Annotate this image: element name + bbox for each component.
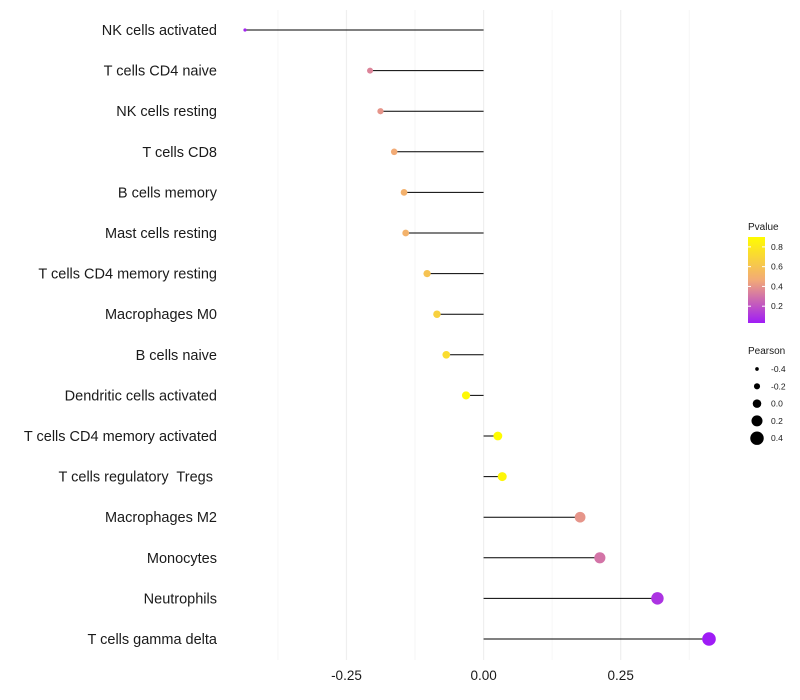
- category-label: Monocytes: [147, 551, 217, 567]
- pearson-legend-label: 0.4: [771, 433, 783, 443]
- lollipop-point: [493, 431, 503, 441]
- pvalue-tick-label: 0.2: [771, 301, 783, 311]
- pearson-legend-dot: [753, 383, 761, 390]
- pearson-legend-entries: -0.4 -0.2 0.0 0.2 0.4: [750, 364, 786, 445]
- pearson-legend: Pearson -0.4 -0.2 0.0 0.2 0.4: [748, 346, 786, 445]
- pearson-legend-label: 0.2: [771, 416, 783, 426]
- lollipop-point: [423, 269, 431, 278]
- category-label: Dendritic cells activated: [65, 388, 217, 404]
- point-layer: [243, 28, 716, 646]
- lollipop-point: [594, 552, 606, 564]
- pearson-legend-title: Pearson: [748, 346, 785, 357]
- x-tick-label: 0.25: [608, 668, 634, 683]
- lollipop-point: [702, 632, 716, 646]
- category-label: T cells CD4 memory activated: [24, 429, 217, 445]
- pearson-legend-dot: [750, 431, 764, 445]
- lollipop-point: [497, 472, 507, 482]
- x-tick-label: 0.00: [470, 668, 496, 683]
- lollipop-point: [651, 592, 664, 605]
- category-label: Macrophages M2: [105, 510, 217, 526]
- category-label: B cells memory: [118, 185, 218, 201]
- pearson-legend-dot: [755, 367, 759, 371]
- pvalue-legend: Pvalue 0.8 0.6 0.4 0.2: [748, 222, 783, 323]
- pearson-legend-label: -0.2: [771, 381, 786, 391]
- pvalue-legend-ticks: 0.8 0.6 0.4 0.2: [748, 242, 783, 311]
- pvalue-tick-label: 0.4: [771, 281, 783, 291]
- lollipop-point: [377, 108, 384, 115]
- lollipop-point: [402, 229, 410, 237]
- pearson-legend-label: 0.0: [771, 399, 783, 409]
- category-label: Neutrophils: [144, 591, 217, 607]
- category-label: B cells naive: [136, 348, 217, 364]
- pearson-legend-dot: [751, 415, 763, 427]
- pearson-legend-dot: [752, 399, 762, 408]
- pvalue-legend-title: Pvalue: [748, 222, 779, 233]
- x-axis-ticks: -0.25 0.00 0.25: [331, 668, 634, 683]
- pvalue-colorbar: [748, 237, 765, 323]
- pvalue-tick-label: 0.6: [771, 262, 783, 272]
- lollipop-point: [461, 391, 471, 400]
- category-label: T cells gamma delta: [88, 632, 218, 648]
- category-label: T cells CD4 naive: [104, 64, 217, 80]
- lollipop-point: [433, 310, 441, 318]
- lollipop-point: [243, 28, 247, 32]
- lollipop-point: [400, 189, 408, 196]
- grid-layer: [277, 10, 690, 660]
- category-label: Mast cells resting: [105, 226, 217, 242]
- category-label: NK cells activated: [102, 23, 217, 39]
- lollipop-point: [367, 67, 374, 74]
- category-label: T cells CD4 memory resting: [38, 267, 217, 283]
- category-labels: NK cells activated T cells CD4 naive NK ce…: [24, 23, 218, 648]
- category-label: T cells regulatory Tregs: [59, 470, 218, 486]
- category-label: Macrophages M0: [105, 307, 217, 323]
- lollipop-point: [574, 511, 586, 523]
- pearson-legend-label: -0.4: [771, 364, 786, 374]
- category-label: NK cells resting: [116, 104, 217, 120]
- category-label: T cells CD8: [142, 145, 217, 161]
- pvalue-tick-label: 0.8: [771, 242, 783, 252]
- x-tick-label: -0.25: [331, 668, 362, 683]
- lollipop-point: [390, 148, 398, 156]
- lollipop-point: [442, 350, 451, 359]
- segment-layer: [245, 29, 709, 640]
